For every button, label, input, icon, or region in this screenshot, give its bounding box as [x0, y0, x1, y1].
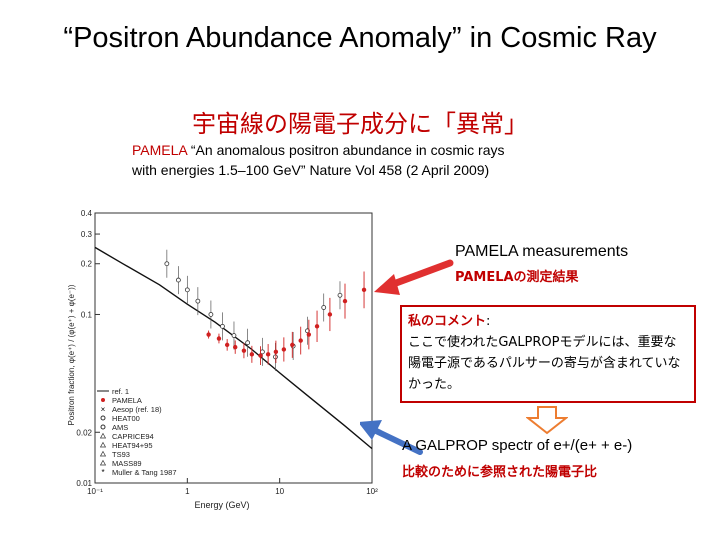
- legend-entry: CAPRICE94: [112, 432, 154, 441]
- arrows-overlay: [360, 259, 454, 455]
- legend-star-marker: *: [101, 468, 104, 477]
- pamela-point: [233, 344, 238, 350]
- pamela-point: [206, 332, 211, 337]
- comment-body: ここで使われたGALPROPモデルには、重要な陽電子源であるパルサーの寄与が含ま…: [408, 335, 681, 392]
- y-tick-label: 0.4: [81, 209, 93, 218]
- y-tick-label: 0.3: [81, 230, 93, 239]
- pamela-point: [306, 332, 312, 337]
- pamela-point: [265, 352, 271, 357]
- pamela-point: [273, 349, 279, 355]
- other-experiment-point: [184, 287, 190, 293]
- galprop-jp-label: 比較のために参照された陽電子比: [402, 465, 598, 480]
- pamela-point: [327, 312, 333, 317]
- other-experiment-point: [164, 261, 170, 267]
- legend-triangle-marker: [99, 450, 107, 457]
- chart-ticks: 10⁻¹ 1 10 10² 0.01 0.02 0.1 0.2 0.3 0.4: [76, 209, 378, 496]
- legend-x-marker: ×: [101, 405, 106, 414]
- other-experiment-point: [321, 305, 327, 310]
- other-experiment-point: [337, 292, 343, 298]
- pamela-point: [241, 348, 247, 353]
- galprop-label: A GALPROP spectr of e+/(e+ + e-): [402, 437, 633, 454]
- pamela-point: [249, 352, 255, 357]
- legend-entry: Muller & Tang 1987: [112, 468, 177, 477]
- plot-frame: [94, 212, 373, 484]
- citation-author: PAMELA: [132, 142, 187, 158]
- slide-subtitle-jp: 宇宙線の陽電子成分に「異常」: [192, 110, 528, 138]
- pamela-point: [290, 342, 295, 348]
- citation: PAMELA “An anomalous positron abundance …: [132, 140, 602, 180]
- other-experiment-point: [231, 333, 237, 338]
- x-tick-label: 1: [185, 487, 190, 496]
- legend-circle-marker: [100, 415, 106, 421]
- pamela-measurements-jp-label: PAMELAの測定結果: [455, 270, 579, 285]
- legend-entry: MASS89: [112, 459, 142, 468]
- legend-triangle-marker: [99, 441, 107, 448]
- x-axis-label: Energy (GeV): [194, 500, 249, 510]
- pamela-point: [342, 298, 348, 304]
- y-tick-label: 0.02: [76, 428, 92, 437]
- legend-entry: HEAT00: [112, 414, 140, 423]
- legend-entry: ref. 1: [112, 387, 129, 396]
- comment-colon: :: [486, 314, 491, 329]
- legend-entry: TS93: [112, 450, 130, 459]
- x-tick-label: 10⁻¹: [87, 487, 103, 496]
- positron-fraction-chart: 10⁻¹ 1 10 10² 0.01 0.02 0.1 0.2 0.3 0.4 ref. 1PAM…: [67, 209, 378, 510]
- other-experiment-point: [175, 277, 181, 283]
- arrow-down-left-icon: [360, 420, 423, 455]
- legend-entry: PAMELA: [112, 396, 142, 405]
- y-tick-label: 0.2: [81, 260, 93, 269]
- citation-line2: with energies 1.5–100 GeV” Nature Vol 45…: [132, 162, 490, 178]
- slide-title: “Positron Abundance Anomaly” in Cosmic R…: [63, 22, 657, 54]
- data-points: [164, 249, 367, 371]
- other-experiment-point: [259, 349, 265, 355]
- legend-triangle-marker: [99, 459, 107, 466]
- pamela-point: [314, 324, 320, 329]
- comment-box: 私のコメント: ここで使われたGALPROPモデルには、重要な陽電子源であるパル…: [400, 305, 696, 403]
- legend-entry: HEAT94+95: [112, 441, 153, 450]
- pamela-point: [258, 353, 263, 358]
- x-tick-label: 10: [275, 487, 284, 496]
- legend-dot-marker: [101, 398, 105, 402]
- pamela-point: [281, 347, 287, 352]
- comment-heading: 私のコメント: [408, 314, 487, 329]
- pamela-point: [298, 338, 303, 343]
- pamela-measurements-label: PAMELA measurements: [455, 243, 629, 260]
- y-tick-label: 0.01: [76, 479, 92, 488]
- pamela-point: [216, 336, 222, 341]
- arrow-down-icon: [526, 406, 568, 435]
- legend-entry: Aesop (ref. 18): [112, 405, 162, 414]
- legend-triangle-marker: [99, 432, 107, 439]
- legend-circle-marker: [100, 424, 106, 430]
- pamela-point: [224, 342, 230, 348]
- other-experiment-point: [245, 340, 251, 346]
- pamela-point: [361, 287, 367, 293]
- legend-entry: AMS: [112, 423, 128, 432]
- citation-line1: “An anomalous positron abundance in cosm…: [187, 142, 505, 158]
- y-tick-label: 0.1: [81, 310, 93, 319]
- arrow-left-icon: [374, 259, 454, 295]
- other-experiment-point: [208, 312, 214, 317]
- y-axis-label: Positron fraction, φ(e⁺) / (φ(e⁺) + φ(e⁻…: [67, 284, 76, 425]
- other-experiment-point: [220, 323, 225, 329]
- other-experiment-point: [195, 298, 201, 304]
- x-tick-label: 10²: [366, 487, 378, 496]
- chart-axes: [94, 212, 373, 484]
